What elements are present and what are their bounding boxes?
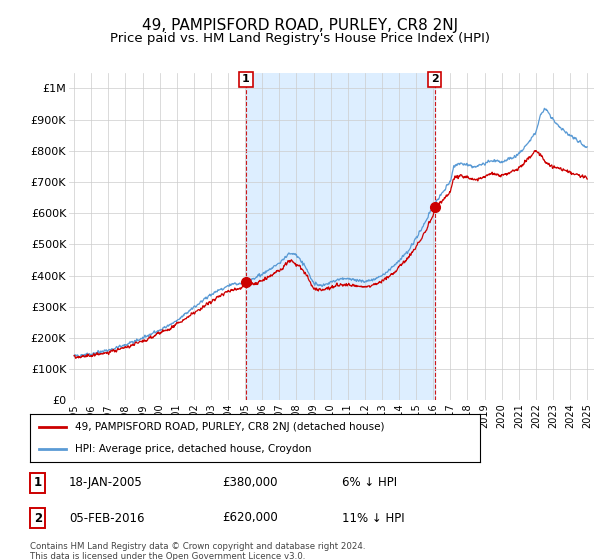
Text: 2: 2 (34, 511, 42, 525)
Bar (246, 73, 435, 400)
Text: 11% ↓ HPI: 11% ↓ HPI (342, 511, 404, 525)
Text: £380,000: £380,000 (222, 476, 277, 489)
Text: 18-JAN-2005: 18-JAN-2005 (69, 476, 143, 489)
Text: 49, PAMPISFORD ROAD, PURLEY, CR8 2NJ: 49, PAMPISFORD ROAD, PURLEY, CR8 2NJ (142, 18, 458, 33)
Text: 1: 1 (34, 476, 42, 489)
Text: Price paid vs. HM Land Registry's House Price Index (HPI): Price paid vs. HM Land Registry's House … (110, 32, 490, 45)
Text: HPI: Average price, detached house, Croydon: HPI: Average price, detached house, Croy… (75, 444, 311, 454)
Text: 2: 2 (431, 74, 439, 85)
Text: 6% ↓ HPI: 6% ↓ HPI (342, 476, 397, 489)
Text: 05-FEB-2016: 05-FEB-2016 (69, 511, 145, 525)
Text: £620,000: £620,000 (222, 511, 278, 525)
Text: 1: 1 (242, 74, 250, 85)
Text: 49, PAMPISFORD ROAD, PURLEY, CR8 2NJ (detached house): 49, PAMPISFORD ROAD, PURLEY, CR8 2NJ (de… (75, 422, 385, 432)
Text: Contains HM Land Registry data © Crown copyright and database right 2024.
This d: Contains HM Land Registry data © Crown c… (30, 542, 365, 560)
